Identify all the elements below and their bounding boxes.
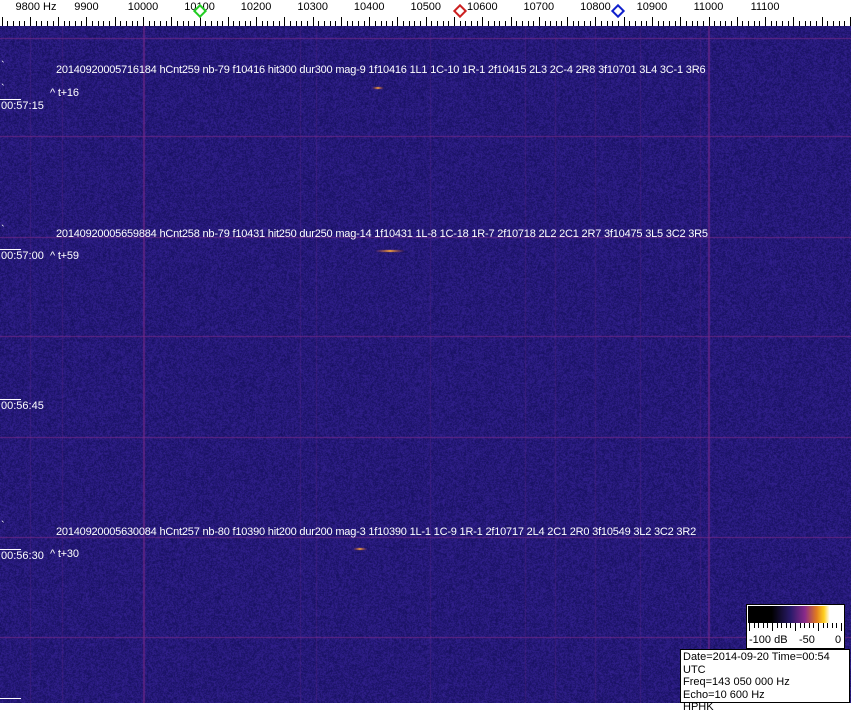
tick-label: 10300 [297, 1, 328, 13]
detection-text-1: 20140920005716184 hCnt259 nb-79 f10416 h… [56, 64, 705, 76]
scale-label-max: 0 [835, 634, 841, 646]
detection-offset-1: ^ t+16 [50, 87, 79, 99]
frequency-ruler: 9800 Hz 99001000010100102001030010400105… [0, 0, 851, 26]
frequency: Freq=143 050 000 Hz [683, 676, 847, 689]
tick [86, 17, 87, 26]
tick-label: 10800 [580, 1, 611, 13]
detection-text-2: 20140920005659884 hCnt258 nb-79 f10431 h… [56, 228, 708, 240]
time-label: 00:57:00 [1, 250, 44, 262]
time-label: 00:56:45 [1, 400, 44, 412]
date-time: Date=2014-09-20 Time=00:54 UTC [683, 651, 847, 676]
tick [737, 17, 738, 26]
tick [567, 17, 568, 26]
tick-label: 10000 [128, 1, 159, 13]
tick [793, 17, 794, 26]
echo-frequency: Echo=10 600 Hz [683, 689, 847, 702]
tick-label: 11000 [694, 1, 724, 13]
info-box: Date=2014-09-20 Time=00:54 UTC Freq=143 … [680, 649, 850, 703]
tick [511, 17, 512, 26]
tick [171, 17, 172, 26]
tick [765, 17, 766, 26]
tick [709, 17, 710, 26]
db-color-scale: -100 dB -50 0 [746, 604, 845, 649]
tick [595, 17, 596, 26]
scale-label-mid: -50 [799, 634, 815, 646]
tick [426, 17, 427, 26]
tick [680, 17, 681, 26]
tick [200, 17, 201, 26]
tick [143, 17, 144, 26]
tick [284, 17, 285, 26]
tick-label: 10500 [410, 1, 441, 13]
tick [454, 17, 455, 26]
tick [822, 17, 823, 26]
tick [228, 17, 229, 26]
tick [58, 17, 59, 26]
tick [313, 17, 314, 26]
tick [482, 17, 483, 26]
waterfall-canvas [0, 26, 851, 703]
tick-label: 10600 [467, 1, 498, 13]
tick [2, 17, 3, 26]
tick-label: 11100 [751, 1, 780, 13]
color-gradient [748, 606, 843, 623]
tick [369, 17, 370, 26]
tick [652, 17, 653, 26]
tick-label: 10400 [354, 1, 385, 13]
scale-label-min: -100 dB [749, 634, 788, 646]
detection-offset-3: ^ t+30 [50, 548, 79, 560]
axis-unit-label: 9800 Hz [16, 1, 57, 13]
tick [256, 17, 257, 26]
time-label: 00:57:15 [1, 100, 44, 112]
tick-label: 10700 [524, 1, 555, 13]
tick [539, 17, 540, 26]
tick-label: 9900 [74, 1, 98, 13]
detection-offset-2: ^ t+59 [50, 250, 79, 262]
red-frequency-marker[interactable] [453, 4, 467, 18]
time-label: 00:56:30 [1, 550, 44, 562]
tick [341, 17, 342, 26]
tick [30, 17, 31, 26]
tick [115, 17, 116, 26]
tick-label: 10200 [241, 1, 272, 13]
blue-frequency-marker[interactable] [611, 4, 625, 18]
tick-label: 10900 [637, 1, 668, 13]
tick [624, 17, 625, 26]
spectrogram: ` 20140920005716184 hCnt259 nb-79 f10416… [0, 26, 851, 703]
detection-text-3: 20140920005630084 hCnt257 nb-80 f10390 h… [56, 526, 696, 538]
tick [397, 17, 398, 26]
